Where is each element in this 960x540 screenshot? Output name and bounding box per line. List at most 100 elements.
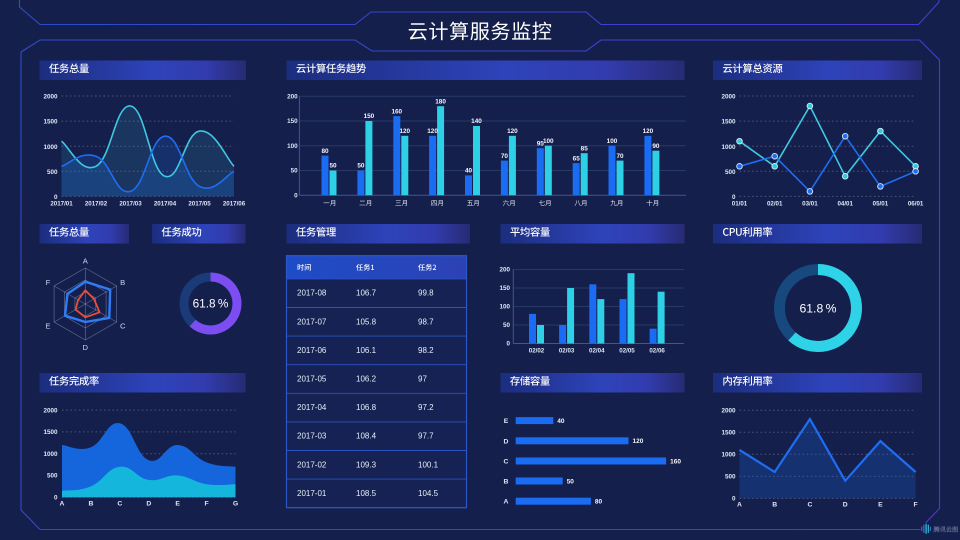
svg-text:100: 100: [607, 138, 618, 145]
svg-text:2017-04: 2017-04: [297, 403, 327, 412]
svg-text:2017-07: 2017-07: [297, 317, 327, 326]
svg-text:97.7: 97.7: [418, 432, 434, 441]
svg-text:61.8 %: 61.8 %: [193, 297, 229, 311]
svg-text:160: 160: [670, 458, 681, 465]
svg-text:120: 120: [643, 128, 654, 135]
svg-text:95: 95: [537, 140, 545, 147]
svg-text:D: D: [504, 438, 509, 445]
svg-text:50: 50: [567, 478, 575, 485]
svg-text:F: F: [914, 502, 918, 509]
svg-text:70: 70: [501, 153, 509, 160]
svg-text:06/01: 06/01: [908, 200, 924, 207]
svg-text:2017-02: 2017-02: [297, 460, 327, 469]
svg-text:B: B: [504, 479, 509, 486]
svg-text:180: 180: [435, 98, 446, 105]
svg-text:104.5: 104.5: [418, 489, 439, 498]
svg-text:120: 120: [399, 128, 410, 135]
svg-text:G: G: [233, 500, 238, 507]
svg-text:140: 140: [471, 118, 482, 125]
svg-text:100: 100: [499, 304, 510, 311]
svg-text:C: C: [504, 459, 509, 466]
svg-text:E: E: [504, 418, 509, 425]
svg-text:1500: 1500: [43, 429, 58, 436]
svg-text:0: 0: [732, 496, 736, 503]
svg-text:2017/05: 2017/05: [188, 200, 211, 207]
svg-text:98.7: 98.7: [418, 317, 434, 326]
svg-text:05/01: 05/01: [873, 200, 889, 207]
svg-text:B: B: [120, 278, 125, 287]
svg-text:03/01: 03/01: [802, 200, 818, 207]
svg-text:F: F: [205, 500, 209, 507]
svg-text:70: 70: [616, 153, 624, 160]
svg-text:500: 500: [47, 169, 58, 176]
svg-text:50: 50: [329, 163, 337, 170]
svg-text:02/01: 02/01: [767, 200, 783, 207]
svg-text:A: A: [737, 502, 742, 509]
svg-text:0: 0: [732, 194, 736, 201]
svg-text:150: 150: [499, 285, 510, 292]
svg-text:200: 200: [287, 94, 298, 101]
svg-text:80: 80: [321, 148, 329, 155]
svg-text:106.1: 106.1: [356, 346, 377, 355]
svg-text:120: 120: [633, 438, 644, 445]
svg-text:65: 65: [573, 155, 581, 162]
svg-text:A: A: [60, 500, 65, 507]
svg-text:99.8: 99.8: [418, 289, 434, 298]
svg-text:100.1: 100.1: [418, 460, 439, 469]
svg-text:04/01: 04/01: [837, 200, 853, 207]
svg-text:2017/01: 2017/01: [50, 200, 73, 207]
svg-text:1500: 1500: [721, 430, 736, 437]
svg-text:E: E: [175, 500, 180, 507]
svg-text:2017-01: 2017-01: [297, 489, 327, 498]
svg-text:120: 120: [507, 128, 518, 135]
svg-text:200: 200: [499, 267, 510, 274]
svg-text:02/04: 02/04: [589, 347, 605, 354]
svg-text:97.2: 97.2: [418, 403, 434, 412]
svg-text:500: 500: [725, 169, 736, 176]
svg-text:50: 50: [503, 322, 511, 329]
svg-text:109.3: 109.3: [356, 460, 377, 469]
svg-text:90: 90: [652, 143, 660, 150]
svg-text:B: B: [772, 502, 777, 509]
svg-text:150: 150: [287, 118, 298, 125]
svg-text:50: 50: [291, 168, 299, 175]
svg-text:2000: 2000: [43, 94, 58, 101]
svg-text:97: 97: [418, 375, 427, 384]
svg-text:D: D: [843, 502, 848, 509]
svg-text:02/05: 02/05: [619, 347, 635, 354]
svg-text:108.5: 108.5: [356, 489, 377, 498]
svg-text:C: C: [117, 500, 122, 507]
svg-text:2017-03: 2017-03: [297, 432, 327, 441]
svg-text:A: A: [504, 499, 509, 506]
svg-text:2017/02: 2017/02: [85, 200, 108, 207]
svg-text:A: A: [83, 257, 89, 266]
svg-text:F: F: [46, 278, 51, 287]
svg-text:E: E: [45, 321, 50, 330]
svg-text:2000: 2000: [721, 408, 736, 415]
svg-text:160: 160: [391, 108, 402, 115]
svg-text:2000: 2000: [43, 407, 58, 414]
svg-text:2017-06: 2017-06: [297, 346, 327, 355]
svg-text:0: 0: [54, 495, 58, 502]
svg-text:106.8: 106.8: [356, 403, 377, 412]
svg-text:2017-08: 2017-08: [297, 289, 327, 298]
svg-text:80: 80: [595, 499, 603, 506]
svg-text:D: D: [146, 500, 151, 507]
svg-text:106.2: 106.2: [356, 375, 377, 384]
svg-text:50: 50: [357, 163, 365, 170]
svg-text:108.4: 108.4: [356, 432, 377, 441]
svg-text:D: D: [83, 343, 89, 352]
svg-text:98.2: 98.2: [418, 346, 434, 355]
svg-text:2017-05: 2017-05: [297, 375, 327, 384]
svg-text:100: 100: [543, 138, 554, 145]
svg-text:85: 85: [581, 145, 589, 152]
svg-text:100: 100: [287, 143, 298, 150]
svg-text:2017/03: 2017/03: [119, 200, 142, 207]
svg-text:0: 0: [54, 194, 58, 201]
svg-text:02/03: 02/03: [559, 347, 575, 354]
svg-text:500: 500: [47, 473, 58, 480]
svg-text:1000: 1000: [43, 144, 58, 151]
svg-text:1000: 1000: [43, 451, 58, 458]
svg-text:150: 150: [364, 113, 375, 120]
svg-text:2000: 2000: [721, 94, 736, 101]
